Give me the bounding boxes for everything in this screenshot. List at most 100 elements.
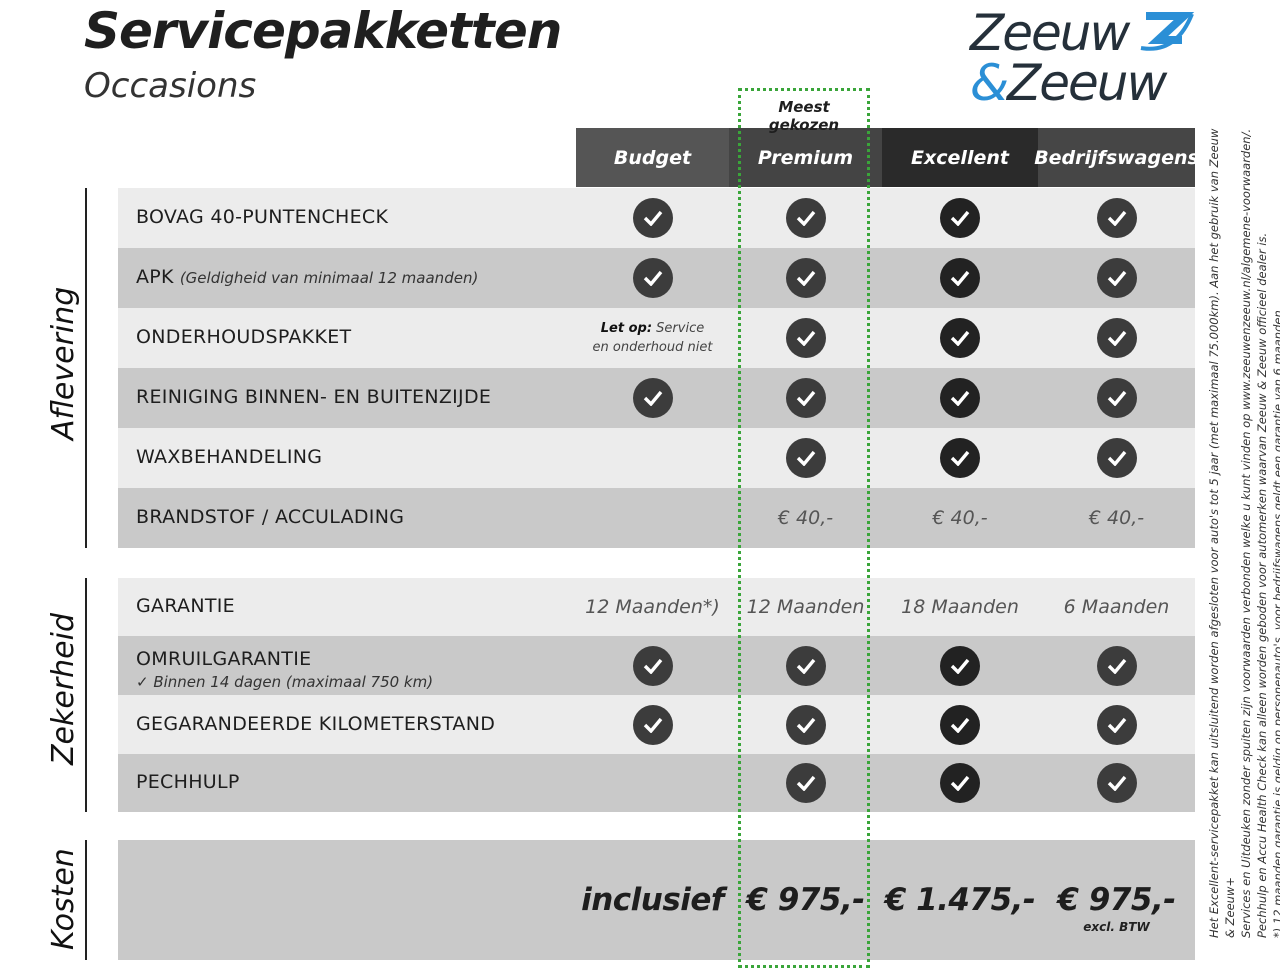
- row-label-text: GARANTIE: [136, 595, 235, 617]
- section-divider: [85, 578, 87, 812]
- row-note: (Geldigheid van minimaal 12 maanden): [179, 269, 479, 287]
- cell-budget: 12 Maanden*): [576, 578, 729, 636]
- row-label: ONDERHOUDSPAKKET: [136, 326, 351, 348]
- cell-value: 6 Maanden: [1063, 596, 1170, 618]
- cell-bedrijfswagens: [1038, 695, 1195, 754]
- table-row: inclusief € 975,- € 1.475,- € 975,- excl. BT…: [118, 840, 1195, 960]
- check-icon: [785, 378, 826, 418]
- check-icon: [785, 318, 826, 358]
- column-header-premium: Premium: [729, 128, 882, 187]
- check-icon: [1096, 198, 1137, 238]
- check-icon: [1096, 258, 1137, 298]
- cell-bedrijfswagens: [1038, 188, 1195, 248]
- row-label-text: BOVAG 40-PUNTENCHECK: [136, 206, 389, 228]
- row-label-text: REINIGING BINNEN- EN BUITENZIJDE: [136, 386, 492, 408]
- price: inclusief: [581, 882, 724, 918]
- row-label-text: ONDERHOUDSPAKKET: [136, 326, 352, 348]
- check-icon: [940, 704, 980, 745]
- cell-bedrijfswagens: [1038, 636, 1195, 695]
- cell-excellent: [882, 754, 1038, 812]
- row-label: BRANDSTOF / ACCULADING: [136, 506, 404, 528]
- check-icon: [1096, 763, 1137, 803]
- cell-value: 12 Maanden: [746, 596, 865, 618]
- logo-ampersand: &: [970, 54, 1009, 112]
- table-row: APK (Geldigheid van minimaal 12 maanden): [118, 248, 1195, 308]
- row-label: WAXBEHANDELING: [136, 446, 322, 468]
- table-row: GARANTIE 12 Maanden*) 12 Maanden 18 Maanden…: [118, 578, 1195, 636]
- page-title: Servicepakketten: [84, 2, 562, 60]
- check-icon: [940, 198, 980, 238]
- most-chosen-label: Meest gekozen: [768, 98, 840, 134]
- check-icon: [632, 378, 673, 418]
- cell-excellent: 18 Maanden: [882, 578, 1038, 636]
- check-icon: [785, 645, 826, 686]
- cell-premium: [729, 695, 882, 754]
- cell-premium: € 40,-: [729, 488, 882, 548]
- cell-excellent: [882, 188, 1038, 248]
- cell-excellent: [882, 368, 1038, 428]
- logo-text-1: Zeeuw: [970, 4, 1130, 62]
- let-op-text: Service en onderhoud niet: [592, 321, 713, 355]
- row-label: APK (Geldigheid van minimaal 12 maanden): [136, 266, 478, 288]
- row-label: BOVAG 40-PUNTENCHECK: [136, 206, 388, 228]
- price: € 975,-: [746, 882, 865, 918]
- cell-budget: [576, 636, 729, 695]
- table-row: WAXBEHANDELING: [118, 428, 1195, 488]
- section-divider: [85, 188, 87, 548]
- cell-bedrijfswagens: [1038, 754, 1195, 812]
- cell-bedrijfswagens: [1038, 248, 1195, 308]
- cell-budget: [576, 428, 729, 488]
- cell-excellent: [882, 636, 1038, 695]
- row-label-text: PECHHULP: [136, 771, 240, 793]
- cell-bedrijfswagens: 6 Maanden: [1038, 578, 1195, 636]
- footnote: Het Excellent-servicepakket kan uitsluit…: [1207, 128, 1237, 938]
- check-icon: [940, 438, 980, 478]
- row-sublabel: ✓ Binnen 14 dagen (maximaal 750 km): [136, 673, 434, 691]
- table-row: BOVAG 40-PUNTENCHECK: [118, 188, 1195, 248]
- cell-value: € 40,-: [932, 507, 988, 529]
- check-icon: [785, 763, 826, 803]
- cell-value: € 40,-: [1088, 507, 1145, 529]
- section-divider: [85, 840, 87, 960]
- table-row: PECHHULP: [118, 754, 1195, 812]
- cell-value: 12 Maanden*): [585, 596, 720, 618]
- logo: Zeeuw &Zeeuw: [968, 4, 1200, 114]
- row-label: OMRUILGARANTIE: [136, 648, 311, 670]
- check-icon: [632, 645, 673, 686]
- section-label: Zekerheid: [46, 612, 81, 765]
- check-icon: [1096, 645, 1137, 686]
- row-label: REINIGING BINNEN- EN BUITENZIJDE: [136, 386, 491, 408]
- footnotes: Het Excellent-servicepakket kan uitsluit…: [1206, 118, 1280, 938]
- cell-excellent: [882, 428, 1038, 488]
- footnote: *) 12 maanden garantie is geldig op pers…: [1271, 306, 1280, 938]
- logo-text-2: &Zeeuw: [970, 54, 1167, 112]
- column-header-bedrijfswagens: Bedrijfswagens: [1034, 128, 1199, 187]
- row-label-text: GEGARANDEERDE KILOMETERSTAND: [136, 712, 496, 735]
- check-icon: [632, 258, 673, 298]
- cell-premium: € 975,-: [729, 840, 882, 960]
- cell-value: € 40,-: [777, 507, 834, 529]
- cell-bedrijfswagens: € 975,- excl. BTW: [1038, 840, 1195, 960]
- table-row: ONDERHOUDSPAKKET Let op: Service en onder…: [118, 308, 1195, 368]
- section-label: Kosten: [46, 848, 81, 950]
- cell-budget: inclusief: [576, 840, 729, 960]
- cell-premium: [729, 636, 882, 695]
- check-icon: [632, 704, 673, 745]
- check-icon: [785, 704, 826, 745]
- logo-text-2b: Zeeuw: [1007, 54, 1167, 112]
- cell-budget: [576, 488, 729, 548]
- check-icon: [1096, 438, 1137, 478]
- cell-budget: [576, 368, 729, 428]
- cell-excellent: [882, 695, 1038, 754]
- cell-premium: [729, 248, 882, 308]
- cell-premium: [729, 754, 882, 812]
- column-header-budget: Budget: [576, 128, 729, 187]
- check-icon: [785, 258, 826, 298]
- cell-budget: Let op: Service en onderhoud niet: [576, 308, 729, 368]
- row-label-text: WAXBEHANDELING: [136, 446, 323, 468]
- row-label-text: APK: [136, 266, 174, 288]
- row-label: GARANTIE: [136, 595, 235, 617]
- cell-premium: [729, 308, 882, 368]
- check-icon: [940, 318, 980, 358]
- let-op-bold: Let op:: [600, 321, 653, 336]
